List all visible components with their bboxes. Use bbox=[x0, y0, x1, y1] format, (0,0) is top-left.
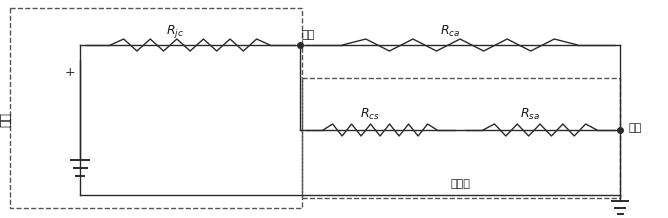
Text: 散热器: 散热器 bbox=[450, 179, 470, 189]
Text: 外壳: 外壳 bbox=[301, 30, 315, 40]
Text: +: + bbox=[65, 66, 75, 78]
Text: $R_{ca}$: $R_{ca}$ bbox=[440, 24, 460, 39]
Text: $R_{cs}$: $R_{cs}$ bbox=[360, 106, 380, 122]
Bar bbox=[302, 78, 620, 198]
Bar bbox=[10, 8, 302, 208]
Text: $R_{jc}$: $R_{jc}$ bbox=[166, 22, 184, 39]
Text: $R_{sa}$: $R_{sa}$ bbox=[520, 106, 540, 122]
Text: 管芯: 管芯 bbox=[0, 112, 13, 128]
Text: 空气: 空气 bbox=[628, 123, 641, 133]
